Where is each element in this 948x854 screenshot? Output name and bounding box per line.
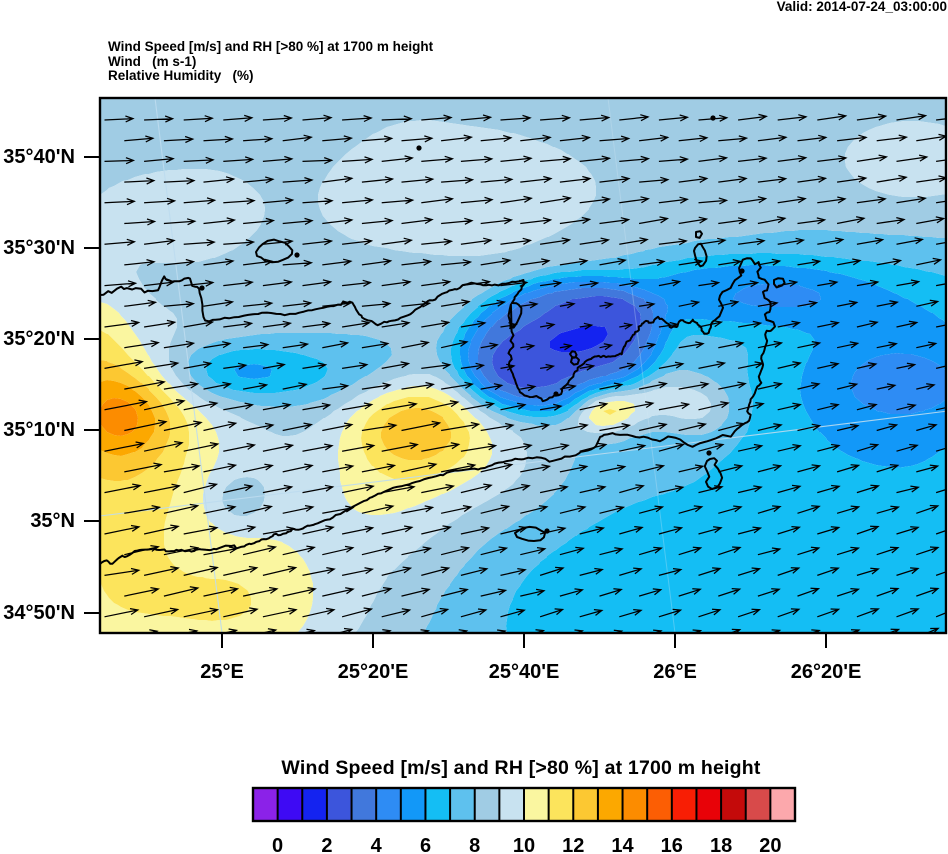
svg-text:Wind (m s-1): Wind (m s-1) (108, 54, 196, 69)
svg-text:0: 0 (272, 835, 283, 854)
svg-text:35°N: 35°N (30, 510, 75, 532)
svg-text:26°E: 26°E (653, 661, 697, 683)
svg-text:35°30'N: 35°30'N (3, 237, 75, 259)
svg-text:26°20'E: 26°20'E (791, 661, 862, 683)
svg-text:4: 4 (371, 835, 383, 854)
svg-text:18: 18 (710, 835, 732, 854)
svg-text:Wind Speed [m/s] and RH [>80 %: Wind Speed [m/s] and RH [>80 %] at 1700 … (281, 757, 760, 779)
svg-text:20: 20 (759, 835, 781, 854)
svg-text:Valid: 2014-07-24_03:00:00: Valid: 2014-07-24_03:00:00 (777, 0, 947, 14)
svg-text:25°E: 25°E (200, 661, 244, 683)
svg-text:16: 16 (661, 835, 683, 854)
svg-text:Wind Speed [m/s] and RH [>80 %: Wind Speed [m/s] and RH [>80 %] at 1700 … (108, 39, 434, 54)
svg-text:14: 14 (611, 835, 634, 854)
svg-text:8: 8 (469, 835, 480, 854)
svg-text:2: 2 (321, 835, 332, 854)
svg-text:Relative Humidity (%): Relative Humidity (%) (108, 68, 254, 83)
svg-text:35°40'N: 35°40'N (3, 146, 75, 168)
svg-text:34°50'N: 34°50'N (3, 602, 75, 624)
svg-text:25°40'E: 25°40'E (489, 661, 560, 683)
svg-text:12: 12 (562, 835, 584, 854)
svg-text:35°20'N: 35°20'N (3, 328, 75, 350)
svg-text:10: 10 (513, 835, 535, 854)
svg-text:25°20'E: 25°20'E (338, 661, 409, 683)
svg-text:35°10'N: 35°10'N (3, 419, 75, 441)
svg-text:6: 6 (420, 835, 431, 854)
